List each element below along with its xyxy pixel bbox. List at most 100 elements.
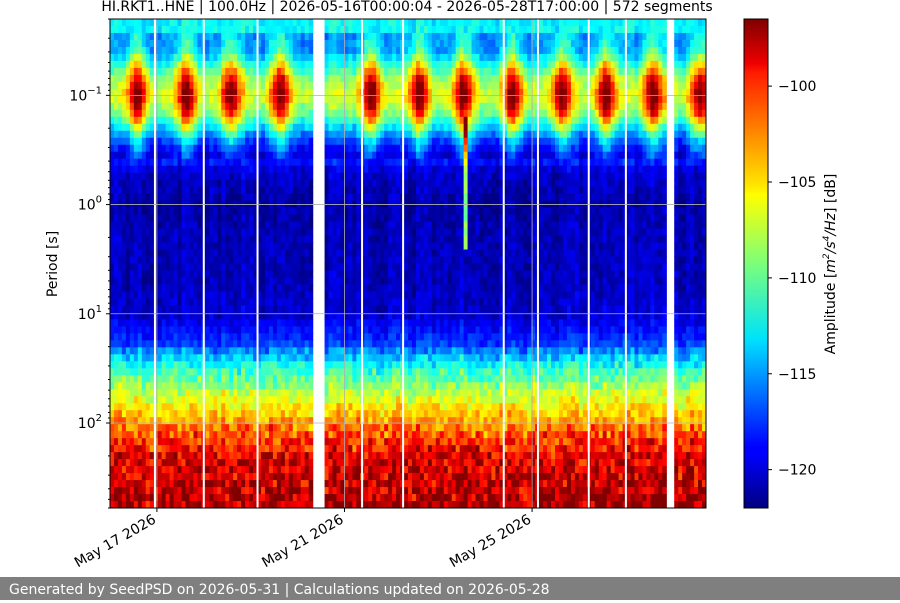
heatmap-cell: [293, 354, 298, 362]
heatmap-cell: [185, 215, 190, 223]
heatmap-cell: [110, 208, 115, 216]
heatmap-cell: [170, 277, 175, 285]
heatmap-cell: [213, 187, 218, 195]
heatmap-cell: [225, 375, 230, 383]
heatmap-cell: [249, 250, 254, 258]
heatmap-cell: [281, 96, 286, 104]
heatmap-cell: [329, 26, 334, 34]
heatmap-cell: [185, 110, 190, 118]
heatmap-cell: [285, 326, 290, 334]
heatmap-cell: [233, 33, 238, 41]
heatmap-cell: [150, 131, 155, 139]
heatmap-cell: [269, 354, 274, 362]
heatmap-cell: [333, 487, 338, 495]
heatmap-cell: [325, 389, 330, 397]
heatmap-cell: [325, 466, 330, 474]
heatmap-cell: [178, 277, 183, 285]
heatmap-cell: [158, 319, 163, 327]
heatmap-cell: [166, 243, 171, 251]
heatmap-cell: [392, 284, 397, 292]
heatmap-cell: [178, 403, 183, 411]
heatmap-cell: [237, 208, 242, 216]
heatmap-cell: [285, 19, 290, 27]
heatmap-cell: [352, 208, 357, 216]
heatmap-cell: [325, 96, 330, 104]
heatmap-cell: [388, 452, 393, 460]
heatmap-cell: [217, 124, 222, 132]
heatmap-cell: [110, 264, 115, 272]
heatmap-cell: [249, 494, 254, 502]
heatmap-cell: [233, 82, 238, 90]
heatmap-cell: [134, 131, 139, 139]
heatmap-cell: [170, 333, 175, 341]
heatmap-cell: [138, 19, 143, 27]
heatmap-cell: [356, 480, 361, 488]
heatmap-cell: [126, 466, 131, 474]
heatmap-cell: [356, 403, 361, 411]
heatmap-cell: [118, 96, 123, 104]
heatmap-cell: [281, 61, 286, 69]
heatmap-cell: [309, 222, 314, 230]
heatmap-cell: [372, 333, 377, 341]
heatmap-cell: [185, 326, 190, 334]
heatmap-cell: [388, 438, 393, 446]
heatmap-cell: [213, 347, 218, 355]
heatmap-cell: [368, 257, 373, 265]
heatmap-cell: [368, 243, 373, 251]
heatmap-cell: [130, 250, 135, 258]
heatmap-cell: [221, 473, 226, 481]
heatmap-cell: [110, 103, 115, 111]
heatmap-cell: [166, 257, 171, 265]
heatmap-cell: [110, 284, 115, 292]
heatmap-cell: [146, 347, 151, 355]
heatmap-cell: [297, 501, 302, 509]
heatmap-cell: [372, 243, 377, 251]
heatmap-cell: [110, 291, 115, 299]
heatmap-cell: [182, 194, 187, 202]
heatmap-cell: [197, 26, 202, 34]
heatmap-cell: [269, 243, 274, 251]
heatmap-cell: [277, 180, 282, 188]
heatmap-cell: [404, 82, 409, 90]
heatmap-cell: [205, 452, 210, 460]
heatmap-cell: [281, 319, 286, 327]
heatmap-cell: [126, 47, 131, 55]
heatmap-cell: [265, 145, 270, 153]
heatmap-cell: [396, 103, 401, 111]
heatmap-cell: [217, 270, 222, 278]
heatmap-cell: [189, 438, 194, 446]
heatmap-cell: [376, 319, 381, 327]
heatmap-cell: [158, 452, 163, 460]
heatmap-cell: [146, 410, 151, 418]
heatmap-cell: [281, 403, 286, 411]
heatmap-cell: [277, 173, 282, 181]
heatmap-cell: [388, 124, 393, 132]
heatmap-cell: [110, 19, 115, 27]
heatmap-cell: [333, 180, 338, 188]
heatmap-cell: [245, 410, 250, 418]
heatmap-cell: [245, 480, 250, 488]
heatmap-cell: [178, 319, 183, 327]
heatmap-cell: [333, 452, 338, 460]
heatmap-cell: [309, 117, 314, 125]
heatmap-cell: [372, 403, 377, 411]
heatmap-cell: [301, 347, 306, 355]
heatmap-cell: [396, 501, 401, 509]
heatmap-cell: [309, 298, 314, 306]
heatmap-cell: [150, 257, 155, 265]
heatmap-cell: [178, 117, 183, 125]
heatmap-cell: [273, 403, 278, 411]
heatmap-cell: [213, 40, 218, 48]
heatmap-cell: [265, 257, 270, 265]
heatmap-cell: [352, 403, 357, 411]
heatmap-cell: [388, 47, 393, 55]
heatmap-cell: [209, 466, 214, 474]
heatmap-cell: [333, 138, 338, 146]
heatmap-cell: [392, 403, 397, 411]
heatmap-cell: [150, 68, 155, 76]
heatmap-cell: [297, 208, 302, 216]
heatmap-cell: [380, 452, 385, 460]
heatmap-cell: [233, 501, 238, 509]
heatmap-cell: [126, 19, 131, 27]
heatmap-cell: [118, 54, 123, 62]
